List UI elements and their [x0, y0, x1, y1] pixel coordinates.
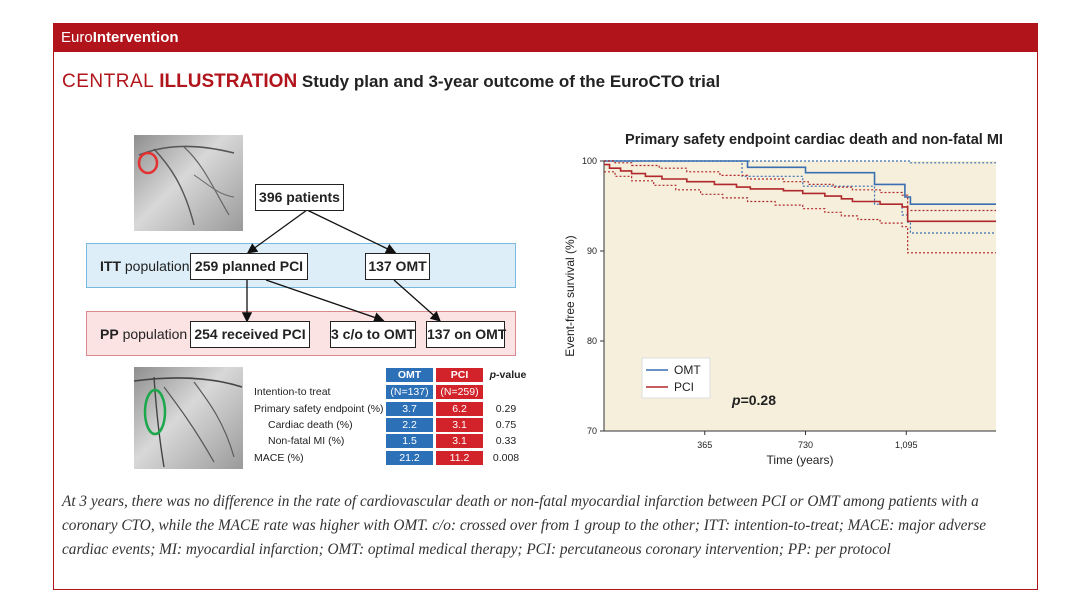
journal-banner: EuroIntervention [54, 24, 1037, 52]
table-row-label: Non-fatal MI (%) [268, 435, 345, 447]
table-cell-omt: 1.5 [386, 434, 433, 449]
y-axis-label: Event-free survival (%) [563, 235, 577, 356]
brand-light: Euro [61, 29, 93, 46]
p-value-annotation: p=0.28 [731, 392, 776, 408]
itt-population-label: ITT population [100, 258, 190, 274]
table-cell-omt: 2.2 [386, 418, 433, 433]
flow-arrows [241, 209, 441, 323]
title-illustration: ILLUSTRATION [159, 71, 298, 92]
y-tick-label: 70 [587, 426, 597, 436]
table-cell-pvalue: 0.33 [495, 435, 517, 447]
pp-crossover-box: 3 c/o to OMT [330, 321, 416, 348]
brand-bold: Intervention [92, 29, 179, 46]
chart-title: Primary safety endpoint cardiac death an… [625, 132, 1003, 148]
table-cell-pci: 3.1 [436, 434, 483, 449]
itt-omt-box: 137 OMT [365, 253, 430, 280]
y-tick-label: 100 [582, 156, 597, 166]
table-cell-pci: 11.2 [436, 451, 483, 466]
angiogram-top-image [134, 135, 243, 231]
table-header-pci: PCI [436, 368, 483, 383]
legend-label: OMT [674, 363, 701, 377]
km-chart: 70 80 90 100 365 730 1,095 OMT PCI p=0.28 Time (ye… [563, 156, 996, 467]
figure-frame: EuroIntervention CENTRAL ILLUSTRATION St… [53, 23, 1038, 590]
series-omt-ci-upper [604, 160, 996, 164]
angiogram-bottom-image [134, 367, 243, 469]
table-header-pvalue: p-value [489, 369, 527, 381]
table-row-label: Intention-to treat [254, 386, 331, 398]
legend-box [641, 357, 711, 399]
table-row-label: Cardiac death (%) [268, 419, 353, 431]
x-axis-label: Time (years) [767, 453, 834, 467]
table-row-label: Primary safety endpoint (%) [254, 403, 384, 415]
table-cell-pci: 6.2 [436, 402, 483, 417]
table-cell-pvalue: 0.008 [492, 452, 520, 464]
table-cell-omt: (N=137) [386, 385, 433, 400]
table-cell-omt: 3.7 [386, 402, 433, 417]
figure-caption: At 3 years, there was no difference in t… [62, 493, 987, 558]
title-study: Study plan and 3-year outcome of the Eur… [297, 72, 721, 91]
table-header-omt: OMT [386, 368, 433, 383]
table-cell-pvalue: 0.75 [495, 419, 517, 431]
illustration-title: CENTRAL ILLUSTRATION Study plan and 3-ye… [62, 71, 720, 93]
table-cell-omt: 21.2 [386, 451, 433, 466]
table-row-label: MACE (%) [254, 452, 304, 464]
y-tick-label: 80 [587, 336, 597, 346]
itt-pci-box: 259 planned PCI [190, 253, 308, 280]
x-tick-label: 365 [697, 440, 712, 450]
table-cell-pci: 3.1 [436, 418, 483, 433]
total-patients-box: 396 patients [255, 184, 344, 211]
table-cell-pvalue: 0.29 [495, 403, 517, 415]
series-pci [604, 163, 996, 223]
series-omt [604, 160, 996, 205]
series-omt-ci-lower [604, 160, 996, 234]
pp-omt-box: 137 on OMT [426, 321, 506, 348]
x-tick-label: 1,095 [895, 440, 918, 450]
title-central: CENTRAL [62, 71, 160, 92]
table-cell-pci: (N=259) [436, 385, 483, 400]
pp-population-label: PP population [100, 326, 188, 342]
angiogram-bottom-vessels [134, 376, 243, 468]
y-tick-label: 90 [587, 246, 597, 256]
angiogram-top-vessels [137, 145, 235, 226]
x-tick-label: 730 [798, 440, 813, 450]
legend-label: PCI [674, 380, 694, 394]
series-pci-ci-upper [604, 160, 996, 212]
pp-pci-box: 254 received PCI [190, 321, 310, 348]
